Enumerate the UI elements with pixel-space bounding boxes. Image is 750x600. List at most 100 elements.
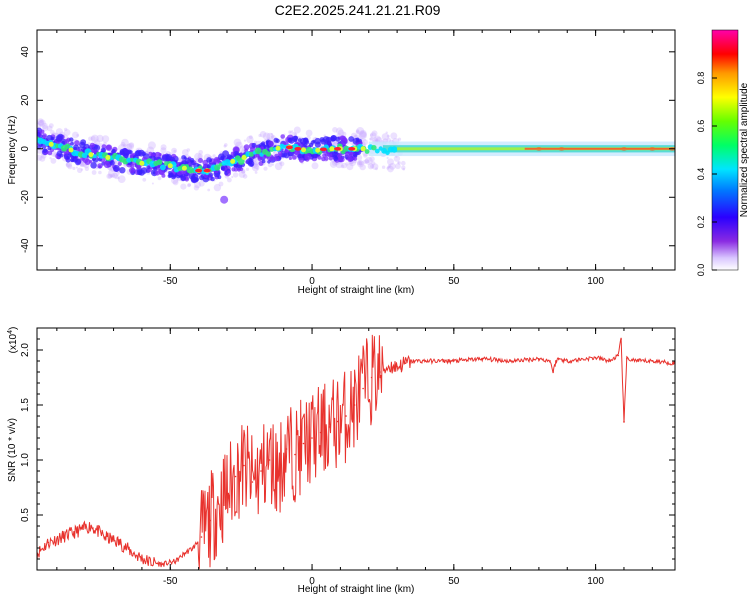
heatmap-halo-cell xyxy=(120,141,126,147)
heatmap-body-cell xyxy=(79,141,86,149)
heatmap-body-cell xyxy=(221,166,226,171)
heatmap-halo-cell xyxy=(128,142,135,148)
heatmap-body-cell xyxy=(210,176,215,182)
heatmap-halo-cell xyxy=(370,132,377,139)
heatmap-body-cell xyxy=(340,139,347,146)
heatmap-body-cell xyxy=(297,153,303,159)
heatmap-halo-cell xyxy=(294,132,297,136)
heatmap-halo-cell xyxy=(110,173,116,178)
heatmap-body-cell xyxy=(165,154,173,161)
heatmap-halo-cell xyxy=(254,171,258,174)
heatmap-halo-cell xyxy=(369,137,374,141)
heatmap-halo-cell xyxy=(248,135,253,140)
x-tick-label: 50 xyxy=(448,276,460,287)
heatmap-halo-cell xyxy=(109,174,113,178)
heatmap-halo-cell xyxy=(272,151,276,154)
heatmap-halo-cell xyxy=(332,127,338,133)
heatmap-halo-cell xyxy=(364,158,370,164)
heatmap-halo-cell xyxy=(157,176,162,181)
heatmap-body-cell xyxy=(288,137,292,141)
heatmap-halo-cell xyxy=(38,120,45,127)
heatmap-body-cell xyxy=(47,146,52,151)
heatmap-body-cell xyxy=(72,156,78,163)
heatmap-halo-cell xyxy=(274,162,283,171)
colorbar-tick-label: 0.2 xyxy=(696,216,706,229)
heatmap-halo-cell xyxy=(267,162,273,168)
heatmap-halo-cell xyxy=(238,170,246,178)
x-tick-label: 50 xyxy=(448,576,460,587)
heatmap-halo-cell xyxy=(72,131,79,139)
heatmap-halo-cell xyxy=(65,162,71,168)
y-tick-label: 40 xyxy=(20,46,31,58)
heatmap-halo-cell xyxy=(358,130,367,139)
heatmap-ridge-cell xyxy=(164,161,169,166)
snr-point xyxy=(424,360,427,362)
heatmap-halo-cell xyxy=(386,166,390,170)
x-tick-label: 100 xyxy=(587,576,604,587)
heatmap-halo-cell xyxy=(291,130,294,133)
y-tick-label: 20 xyxy=(20,94,31,106)
heatmap-peak-cell xyxy=(48,141,54,147)
heatmap-ridge-cell xyxy=(156,159,163,166)
heatmap-halo-cell xyxy=(246,135,254,144)
heatmap-body-cell xyxy=(103,161,111,169)
snr-point xyxy=(104,536,106,538)
heatmap-halo-cell xyxy=(363,138,366,141)
heatmap-halo-cell xyxy=(359,163,366,171)
heatmap-body-cell xyxy=(353,156,358,161)
heatmap-body-cell xyxy=(37,131,41,138)
heatmap-body-cell xyxy=(74,140,80,146)
heatmap-halo-cell xyxy=(355,129,360,133)
heatmap-ridge-cell xyxy=(385,150,390,156)
heatmap-halo-cell xyxy=(258,133,262,138)
heatmap-halo-cell xyxy=(197,153,203,159)
heatmap-halo-cell xyxy=(362,160,367,164)
snr-panel: -50 0 50 100 0.5 1.0 1.5 2.0 Height of straight… xyxy=(7,327,676,595)
colorbar-tick-label: 0.0 xyxy=(696,264,706,277)
heatmap-halo-cell xyxy=(390,132,398,140)
heatmap-halo-cell xyxy=(117,177,120,180)
heatmap-halo-cell xyxy=(173,149,177,153)
heatmap-halo-cell xyxy=(108,169,116,178)
heatmap-body-cell xyxy=(329,153,333,157)
heatmap-halo-cell xyxy=(91,170,97,175)
heatmap-halo-cell xyxy=(187,183,191,188)
heatmap-halo-cell xyxy=(193,185,200,191)
heatmap-body-cell xyxy=(123,153,129,159)
heatmap-halo-cell xyxy=(279,161,283,165)
heatmap-body-cell xyxy=(273,155,280,162)
colorbar: 0.0 0.2 0.4 0.6 0.8 Normalized spectral ampl… xyxy=(696,29,750,277)
heatmap-halo-cell xyxy=(375,167,378,171)
heatmap-body-cell xyxy=(42,148,48,154)
heatmap-halo-cell xyxy=(126,143,134,151)
snr-point xyxy=(217,503,220,505)
spectrogram-panel: -50 0 50 100 -40 -20 0 20 40 Height of straight … xyxy=(7,29,676,296)
heatmap-halo-cell xyxy=(387,165,391,169)
heatmap-body-cell xyxy=(328,156,334,161)
heatmap-halo-cell xyxy=(198,180,205,187)
heatmap-halo-cell xyxy=(46,125,53,132)
heatmap-outlier xyxy=(220,195,229,204)
heatmap-peak-cell xyxy=(275,145,281,151)
heatmap-ridge-cell xyxy=(371,145,377,151)
heatmap-halo-cell xyxy=(66,163,69,166)
heatmap-body-cell xyxy=(180,175,186,182)
heatmap-halo-cell xyxy=(181,149,189,156)
colorbar-tick-label: 0.4 xyxy=(696,168,706,181)
heatmap-body-cell xyxy=(206,157,213,163)
heatmap-body-cell xyxy=(55,135,63,142)
snr-point xyxy=(637,360,639,362)
heatmap-halo-cell xyxy=(80,168,84,171)
heatmap-max-cell xyxy=(195,168,203,173)
heatmap-halo-cell xyxy=(363,153,368,158)
heatmap-halo-cell xyxy=(356,154,363,161)
heatmap-ridge-cell xyxy=(214,164,221,171)
y-tick-label: 1.0 xyxy=(20,453,31,467)
heatmap-peak-cell xyxy=(105,155,111,160)
heatmap-halo-cell xyxy=(251,163,260,172)
heatmap-body-cell xyxy=(129,167,135,174)
colorbar-tick-label: 0.8 xyxy=(696,72,706,85)
snr-point xyxy=(481,358,484,360)
snr-plot-area xyxy=(37,328,675,570)
heatmap-halo-cell xyxy=(359,129,367,138)
